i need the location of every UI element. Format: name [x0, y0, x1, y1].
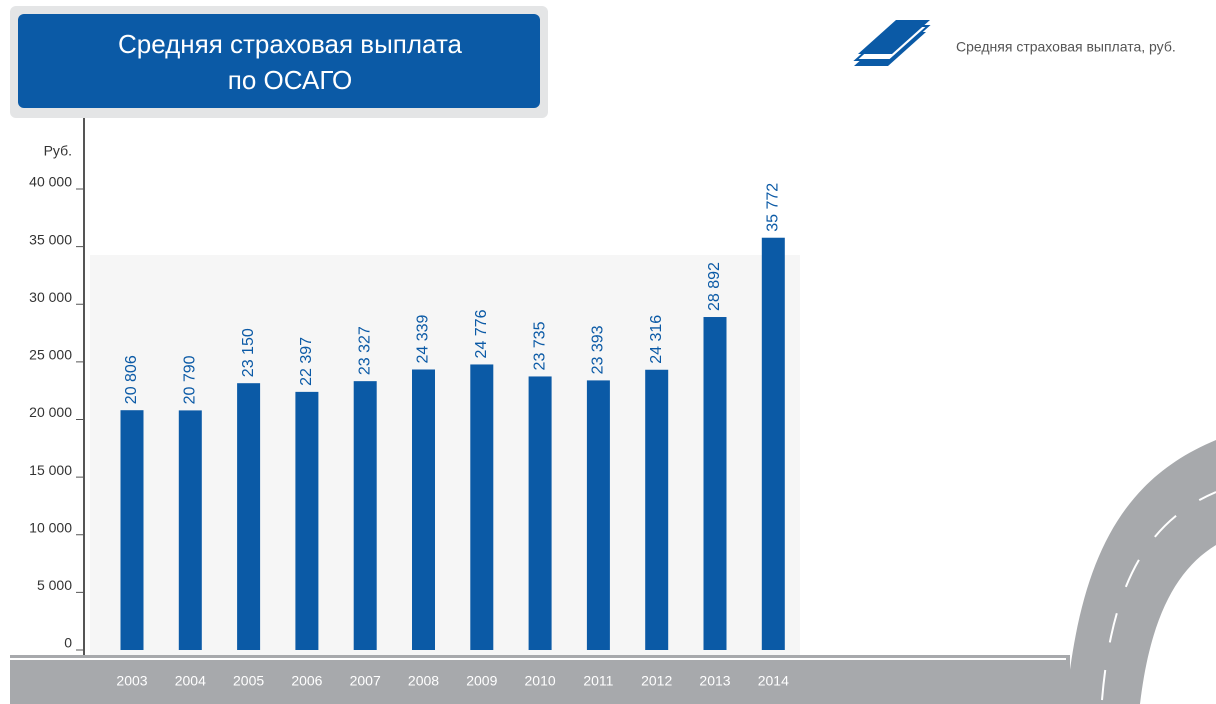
value-label: 35 772 [765, 183, 782, 232]
y-tick-label: 20 000 [29, 404, 72, 420]
y-axis-label: Руб. [44, 143, 72, 159]
value-label: 23 393 [590, 325, 607, 374]
bar [295, 391, 319, 650]
value-label: 28 892 [706, 262, 723, 311]
legend-icon [853, 20, 931, 66]
x-tick-label: 2006 [291, 673, 322, 689]
bar [120, 410, 144, 650]
value-label: 24 339 [415, 314, 432, 363]
y-tick-label: 30 000 [29, 289, 72, 305]
value-label: 23 327 [356, 326, 373, 375]
y-tick-label: 15 000 [29, 462, 72, 478]
bar [586, 380, 610, 650]
x-tick-label: 2011 [583, 673, 613, 689]
chart-title: по ОСАГО [228, 65, 352, 95]
legend-label: Средняя страховая выплата, руб. [956, 39, 1176, 55]
bar [470, 364, 494, 650]
y-tick-label: 10 000 [29, 519, 72, 535]
x-tick-label: 2013 [699, 673, 730, 689]
x-tick-label: 2012 [641, 673, 672, 689]
road-curve [1066, 440, 1216, 704]
bar [178, 410, 202, 650]
x-tick-label: 2010 [525, 673, 556, 689]
bar [353, 381, 377, 650]
value-label: 22 397 [298, 337, 315, 386]
chart-title: Средняя страховая выплата [118, 29, 463, 59]
title-box [18, 14, 540, 108]
value-label: 24 316 [648, 315, 665, 364]
x-tick-label: 2003 [116, 673, 147, 689]
value-label: 23 150 [240, 328, 257, 377]
x-tick-label: 2004 [175, 673, 206, 689]
y-tick-label: 0 [64, 635, 72, 651]
value-label: 24 776 [473, 309, 490, 358]
x-tick-label: 2009 [466, 673, 497, 689]
plot-background [90, 255, 800, 655]
bar [761, 237, 785, 650]
y-tick-label: 35 000 [29, 231, 72, 247]
x-tick-label: 2007 [350, 673, 381, 689]
y-tick-label: 40 000 [29, 174, 72, 190]
y-tick-label: 25 000 [29, 347, 72, 363]
road [10, 655, 1070, 704]
value-label: 20 806 [123, 355, 140, 404]
bar [703, 317, 727, 650]
value-label: 20 790 [182, 355, 199, 404]
x-tick-label: 2014 [758, 673, 789, 689]
road-marking [1101, 491, 1216, 701]
bar [237, 383, 261, 650]
y-tick-label: 5 000 [37, 577, 72, 593]
value-label: 23 735 [531, 321, 548, 370]
bar [412, 369, 435, 650]
bar [528, 376, 552, 650]
x-tick-label: 2005 [233, 673, 264, 689]
x-tick-label: 2008 [408, 673, 439, 689]
bar [645, 369, 669, 650]
